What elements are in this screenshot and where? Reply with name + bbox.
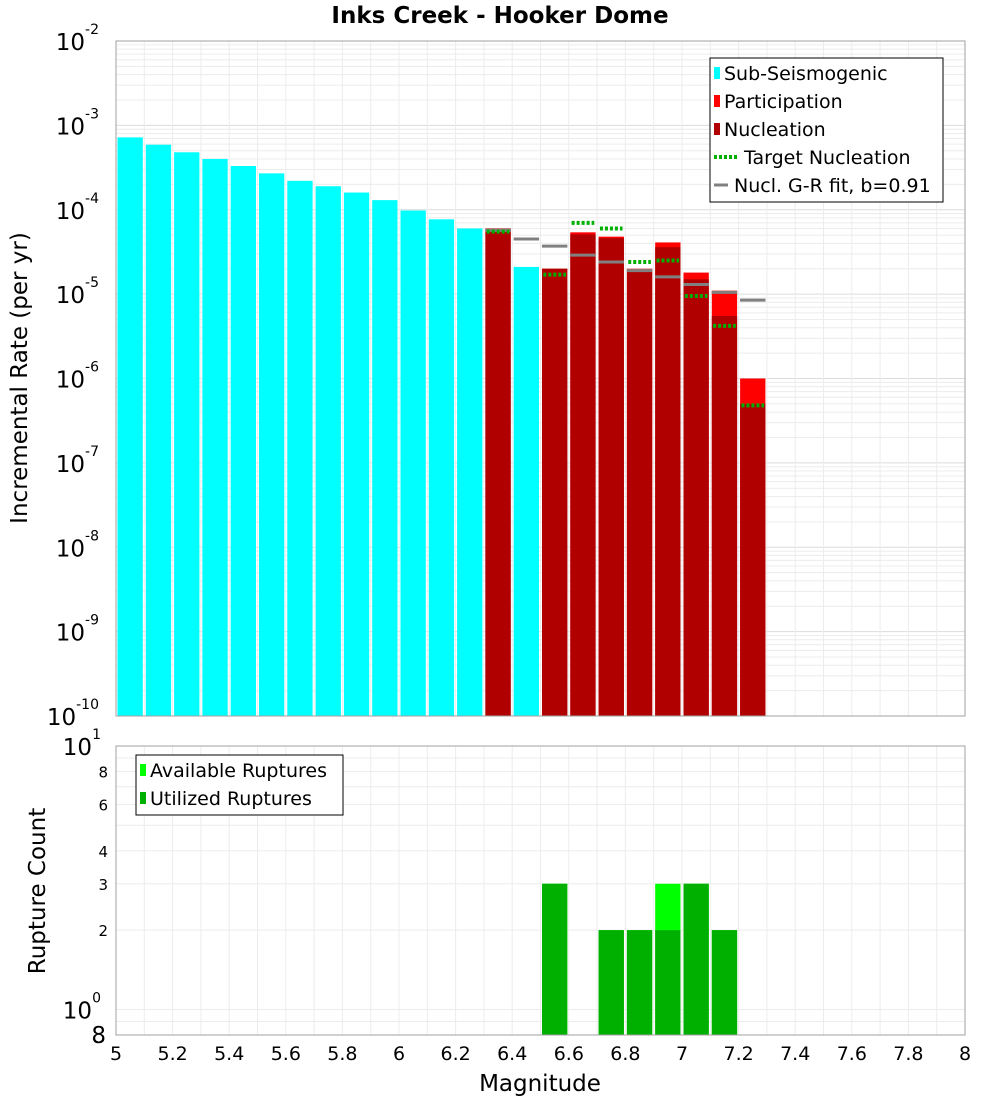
- y-tick-label: 8: [98, 764, 108, 782]
- utilized-ruptures-bar: [598, 930, 624, 1035]
- sub-seismogenic-bar: [117, 137, 143, 716]
- x-tick-label: 5.2: [157, 1043, 187, 1065]
- x-tick-label: 7.4: [780, 1043, 810, 1065]
- utilized-ruptures-bar: [655, 930, 681, 1035]
- utilized-ruptures-bar: [542, 883, 568, 1035]
- legend-label: Sub-Seismogenic: [724, 63, 888, 85]
- y-tick-label: 10-10: [47, 697, 99, 731]
- legend-swatch: [714, 123, 720, 135]
- y-tick-label: 4: [98, 843, 108, 861]
- x-tick-label: 7.2: [723, 1043, 753, 1065]
- bottom-y-axis-label: Rupture Count: [25, 808, 51, 974]
- nucleation-bar: [683, 279, 709, 716]
- sub-seismogenic-bar: [513, 266, 539, 716]
- sub-seismogenic-bar: [343, 192, 370, 717]
- top-plot-border: [115, 40, 966, 717]
- sub-seismogenic-bar: [315, 186, 341, 716]
- sub-seismogenic-bar: [400, 210, 426, 716]
- y-tick-label: 3: [98, 876, 108, 894]
- x-tick-label: 5.4: [214, 1043, 244, 1065]
- x-tick-label: 6.2: [440, 1043, 470, 1065]
- legend-box: [135, 754, 344, 816]
- sub-seismogenic-bar: [230, 166, 256, 717]
- legend-label: Nucl. G-R fit, b=0.91: [734, 175, 931, 197]
- utilized-ruptures-bar: [683, 883, 709, 1035]
- y-tick-label: 10-9: [56, 613, 99, 647]
- bottom-legend: Available Ruptures Utilized Ruptures: [135, 754, 344, 816]
- bottom-plot-border: [115, 745, 966, 1036]
- legend-label: Nucleation: [724, 119, 826, 141]
- utilized-ruptures-bar: [711, 930, 738, 1035]
- top-y-axis-label: Incremental Rate (per yr): [7, 232, 33, 524]
- sub-seismogenic-bar: [174, 152, 200, 716]
- x-tick-label: 7.6: [837, 1043, 867, 1065]
- sub-seismogenic-bar: [372, 200, 398, 716]
- y-tick-label: 10-4: [56, 191, 99, 225]
- nucleation-bar: [542, 268, 568, 716]
- y-tick-label: 8: [91, 1023, 106, 1049]
- nucleation-bar: [598, 238, 624, 716]
- x-tick-label: 7: [676, 1043, 688, 1065]
- y-tick-label: 10-8: [56, 528, 99, 562]
- nucleation-bar: [485, 228, 511, 716]
- nucleation-bar: [626, 270, 653, 716]
- x-tick-label: 5: [110, 1043, 122, 1065]
- x-tick-label: 8: [959, 1043, 971, 1065]
- y-tick-label: 10-5: [56, 275, 99, 309]
- legend-box: [709, 57, 944, 203]
- legend-label: Available Ruptures: [150, 760, 327, 782]
- x-tick-label: 6.4: [497, 1043, 527, 1065]
- y-tick-label: 6: [98, 796, 108, 814]
- x-tick-label: 7.8: [893, 1043, 923, 1065]
- legend-label: Participation: [724, 91, 843, 113]
- sub-seismogenic-bar: [145, 144, 172, 717]
- y-tick-label: 10-2: [56, 22, 99, 56]
- y-tick-label: 10-7: [56, 444, 99, 478]
- x-tick-label: 5.8: [327, 1043, 357, 1065]
- utilized-ruptures-bar: [626, 930, 653, 1035]
- y-tick-label: 2: [98, 922, 108, 940]
- x-axis-label: Magnitude: [479, 1071, 601, 1097]
- legend-label: Target Nucleation: [743, 147, 911, 169]
- x-tick-label: 5.6: [271, 1043, 301, 1065]
- legend-label: Utilized Ruptures: [150, 788, 312, 810]
- sub-seismogenic-bar: [259, 173, 285, 716]
- y-tick-label: 100: [63, 990, 101, 1024]
- sub-seismogenic-bar: [457, 228, 483, 716]
- nucleation-bar: [740, 403, 766, 716]
- y-tick-label: 10-3: [56, 106, 99, 140]
- sub-seismogenic-bar: [287, 180, 313, 716]
- nucleation-bar: [655, 247, 681, 716]
- nucleation-bar: [570, 234, 596, 716]
- legend-swatch: [714, 95, 720, 107]
- chart-title: Inks Creek - Hooker Dome: [331, 3, 668, 29]
- x-ticks: 5 5.2 5.4 5.6 5.8 6 6.2 6.4 6.6 6.8 7 7.2 7.4 7.6 7.8 8: [110, 1043, 971, 1065]
- nucleation-bar: [711, 316, 738, 716]
- sub-seismogenic-bar: [202, 158, 228, 717]
- sub-seismogenic-bar: [428, 219, 455, 717]
- x-tick-label: 6.8: [610, 1043, 640, 1065]
- x-tick-label: 6.6: [554, 1043, 584, 1065]
- top-plot-area: 10-2 10-3 10-4 10-5 10-6 10-7 10-8 10-9 10-10 Sub…: [47, 22, 966, 731]
- y-tick-label: 10-6: [56, 360, 99, 394]
- legend-swatch: [140, 792, 146, 804]
- top-legend: Sub-Seismogenic Participation Nucleation Ta…: [709, 57, 944, 203]
- top-y-ticks: 10-2 10-3 10-4 10-5 10-6 10-7 10-8 10-9 10-10: [47, 22, 99, 731]
- legend-swatch: [714, 67, 720, 79]
- legend-swatch: [140, 764, 146, 776]
- x-tick-label: 6: [393, 1043, 405, 1065]
- y-tick-label: 101: [63, 727, 101, 761]
